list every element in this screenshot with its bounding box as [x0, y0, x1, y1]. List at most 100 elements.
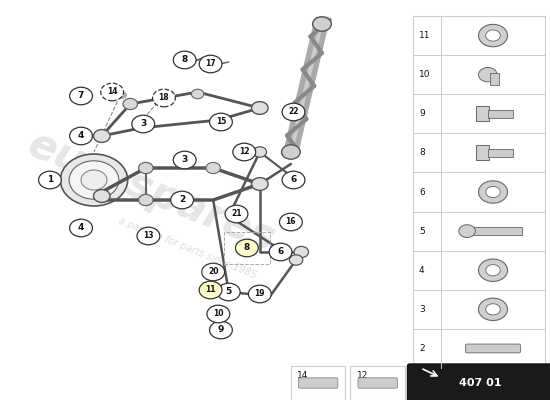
Text: 14: 14	[107, 88, 117, 96]
Text: 21: 21	[231, 210, 242, 218]
Circle shape	[210, 113, 232, 131]
FancyBboxPatch shape	[464, 227, 522, 235]
Circle shape	[478, 259, 508, 282]
Text: 8: 8	[419, 148, 425, 157]
Text: 5: 5	[419, 227, 425, 236]
Text: 2: 2	[179, 196, 185, 204]
Text: 12: 12	[239, 148, 250, 156]
Circle shape	[222, 287, 235, 297]
Circle shape	[139, 194, 153, 206]
Text: 20: 20	[208, 268, 218, 276]
Circle shape	[233, 143, 256, 161]
Circle shape	[123, 98, 138, 110]
Circle shape	[486, 186, 500, 198]
Circle shape	[294, 246, 309, 258]
Circle shape	[137, 227, 160, 245]
Circle shape	[152, 89, 175, 107]
Circle shape	[217, 283, 240, 301]
Circle shape	[202, 263, 224, 281]
Text: 16: 16	[285, 218, 296, 226]
Circle shape	[253, 147, 267, 157]
Text: 6: 6	[290, 176, 296, 184]
Text: 7: 7	[78, 92, 84, 100]
Text: 8: 8	[182, 56, 188, 64]
Circle shape	[478, 68, 497, 82]
Circle shape	[118, 92, 126, 98]
Circle shape	[207, 305, 230, 323]
Circle shape	[478, 181, 508, 203]
Text: 15: 15	[216, 118, 226, 126]
FancyBboxPatch shape	[476, 106, 490, 121]
Text: 6: 6	[277, 248, 284, 256]
Text: 1: 1	[47, 176, 53, 184]
Text: 13: 13	[143, 232, 153, 240]
Text: 9: 9	[419, 109, 425, 118]
Circle shape	[486, 265, 500, 276]
Circle shape	[312, 17, 331, 31]
FancyBboxPatch shape	[476, 145, 490, 160]
Circle shape	[206, 162, 221, 174]
Circle shape	[478, 298, 508, 320]
Circle shape	[94, 130, 110, 142]
Circle shape	[173, 151, 196, 169]
FancyBboxPatch shape	[291, 366, 345, 400]
Text: 19: 19	[255, 290, 265, 298]
Text: 4: 4	[78, 132, 84, 140]
Circle shape	[279, 213, 302, 231]
Text: 4: 4	[78, 224, 84, 232]
Circle shape	[60, 154, 128, 206]
Text: 8: 8	[244, 244, 250, 252]
Circle shape	[459, 225, 475, 238]
Circle shape	[191, 89, 204, 99]
Text: 4: 4	[419, 266, 425, 275]
Circle shape	[282, 145, 300, 159]
Circle shape	[251, 102, 268, 114]
Circle shape	[282, 103, 305, 121]
FancyBboxPatch shape	[358, 378, 398, 388]
Circle shape	[478, 24, 508, 47]
Circle shape	[158, 94, 167, 100]
Circle shape	[199, 55, 222, 73]
Text: eurospares: eurospares	[21, 123, 281, 261]
Text: 5: 5	[226, 288, 232, 296]
Text: 10: 10	[213, 310, 224, 318]
Circle shape	[225, 205, 248, 223]
Circle shape	[282, 171, 305, 189]
Circle shape	[235, 239, 258, 257]
Text: 11: 11	[205, 286, 216, 294]
Text: 22: 22	[288, 108, 299, 116]
FancyBboxPatch shape	[408, 364, 550, 400]
Text: 3: 3	[182, 156, 188, 164]
Circle shape	[199, 281, 222, 299]
Circle shape	[210, 321, 232, 339]
Text: 6: 6	[419, 188, 425, 196]
Circle shape	[251, 178, 268, 190]
Text: 17: 17	[205, 60, 216, 68]
Text: 407 01: 407 01	[459, 378, 501, 388]
Circle shape	[139, 162, 153, 174]
Circle shape	[173, 51, 196, 69]
FancyBboxPatch shape	[490, 73, 499, 85]
FancyBboxPatch shape	[465, 344, 520, 353]
Text: 3: 3	[140, 120, 146, 128]
FancyBboxPatch shape	[488, 149, 513, 157]
Circle shape	[70, 219, 92, 237]
Circle shape	[170, 191, 194, 209]
Circle shape	[486, 30, 500, 41]
FancyBboxPatch shape	[299, 378, 338, 388]
Circle shape	[94, 190, 110, 202]
Circle shape	[69, 161, 119, 199]
Circle shape	[249, 285, 271, 303]
Circle shape	[269, 243, 292, 261]
Text: 11: 11	[419, 31, 431, 40]
Text: 12: 12	[357, 371, 368, 380]
Text: 2: 2	[419, 344, 425, 353]
FancyBboxPatch shape	[350, 366, 405, 400]
Circle shape	[70, 87, 92, 105]
Circle shape	[39, 171, 62, 189]
Text: 18: 18	[158, 94, 169, 102]
Circle shape	[70, 127, 92, 145]
Text: 14: 14	[297, 371, 309, 380]
Circle shape	[289, 255, 303, 265]
Text: 9: 9	[218, 326, 224, 334]
